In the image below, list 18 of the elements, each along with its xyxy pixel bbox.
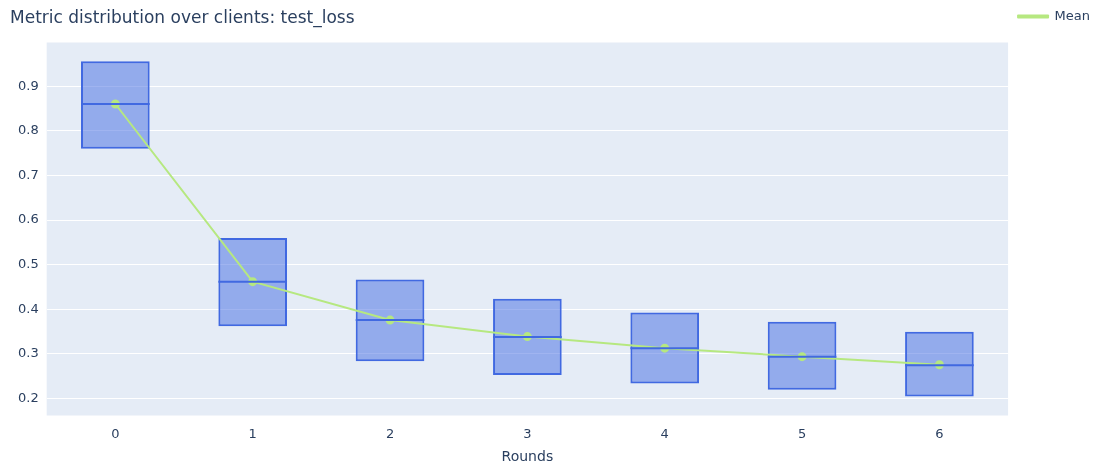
y-tick-label: 0.3 <box>17 345 39 361</box>
y-tick-label: 0.5 <box>17 256 39 272</box>
y-tick-label: 0.8 <box>17 122 39 138</box>
x-axis-title: Rounds <box>501 448 554 465</box>
x-tick-label: 1 <box>248 425 257 441</box>
x-tick-label: 5 <box>797 425 807 441</box>
y-tick-label: 0.4 <box>17 300 39 316</box>
y-tick-label: 0.9 <box>17 77 39 93</box>
x-tick-label: 3 <box>523 425 532 441</box>
x-tick-label: 0 <box>111 425 120 441</box>
y-tick-label: 0.2 <box>17 390 39 406</box>
x-tick-label: 2 <box>385 425 395 441</box>
legend-label: Mean <box>1054 7 1090 23</box>
x-tick-label: 6 <box>935 425 944 441</box>
y-tick-label: 0.6 <box>17 211 39 227</box>
x-tick-label: 4 <box>660 425 669 441</box>
chart-title: Metric distribution over clients: test_loss <box>10 6 355 28</box>
y-tick-label: 0.7 <box>17 166 39 182</box>
